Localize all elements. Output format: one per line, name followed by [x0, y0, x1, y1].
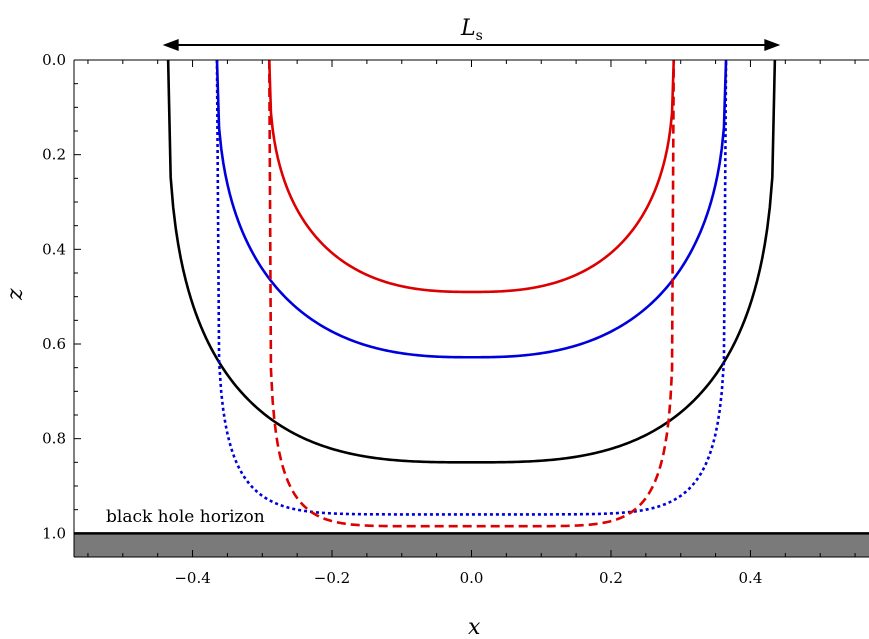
y-tick-label: 0.0 — [42, 51, 66, 69]
y-tick-label: 1.0 — [42, 524, 66, 542]
x-axis-label: x — [468, 615, 481, 639]
series-line-3 — [267, 59, 676, 294]
width-annotation: Ls — [162, 16, 781, 51]
series-line-5 — [267, 59, 676, 528]
curves — [166, 59, 777, 528]
x-tick-label: 0.4 — [739, 569, 763, 587]
ls-label: Ls — [460, 16, 483, 44]
series-line-2 — [215, 59, 728, 359]
y-tick-label: 0.8 — [42, 430, 66, 448]
tick-labels: −0.4 −0.2 0.0 0.2 0.4 0.0 0.2 0.4 0.6 0.8 1.0 — [42, 51, 762, 587]
y-tick-label: 0.2 — [42, 146, 66, 164]
ls-arrowhead-left — [162, 39, 179, 51]
axes — [73, 59, 869, 558]
series-line-4 — [215, 59, 728, 516]
x-tick-label: 0.2 — [599, 569, 623, 587]
horizon-label: black hole horizon — [106, 507, 265, 527]
x-tick-label: −0.4 — [174, 569, 210, 587]
x-tick-label: 0.0 — [460, 569, 484, 587]
series-line-1 — [166, 59, 777, 464]
x-tick-label: −0.2 — [314, 569, 350, 587]
horizon-fill — [74, 533, 869, 557]
y-tick-label: 0.4 — [42, 240, 66, 258]
y-tick-label: 0.6 — [42, 335, 66, 353]
y-axis-label: z — [3, 288, 28, 301]
horizon-region — [74, 532, 869, 557]
ls-arrowhead-right — [764, 39, 781, 51]
